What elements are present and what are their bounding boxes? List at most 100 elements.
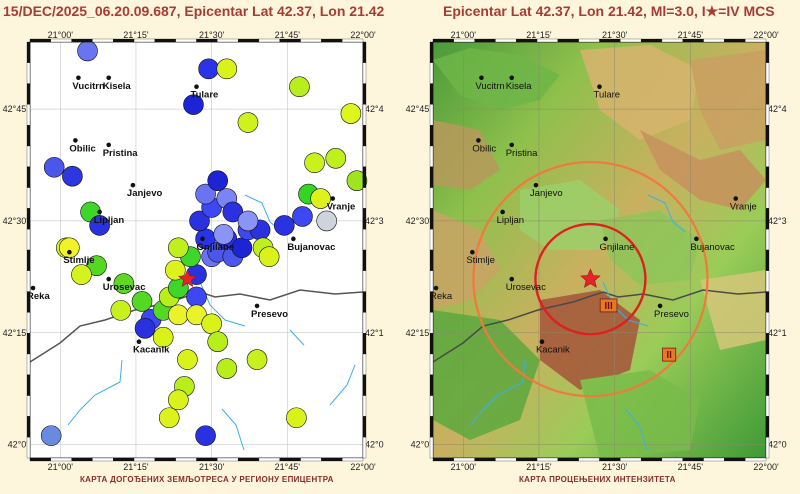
epicenter-star-icon [178,269,197,288]
earthquake-circle[interactable] [71,264,92,285]
frame-bar-top [29,38,51,43]
frame-bar-left [26,187,31,209]
lon-tick-bottom: 21°15' [123,462,149,472]
earthquake-circle[interactable] [62,165,83,187]
earthquake-circle[interactable] [152,326,174,348]
lat-tick-right: 42°0 [365,440,384,450]
left-map-title: 15/DEC/2025_06.20.09.687, Epicentar Lat … [3,3,385,19]
frame-bar-left [26,291,31,313]
earthquake-circle[interactable] [186,304,207,326]
frame-bar-top [217,38,239,43]
frame-bar-left [26,270,31,292]
city-marker [30,285,36,291]
earthquake-circle[interactable] [134,317,156,339]
earthquake-circle[interactable] [289,76,310,98]
lat-tick-left: 42°30' [3,216,29,226]
frame-bar-right [362,333,367,355]
city-marker [106,142,112,148]
earthquake-circle[interactable] [165,259,186,281]
frame-bar-right [362,187,367,209]
frame-bar-bottom [279,457,301,462]
frame-bar-right [362,249,367,271]
frame-bar-left [26,62,31,84]
earthquake-circle[interactable] [59,237,80,259]
earthquake-circle[interactable] [183,94,204,115]
earthquake-circle[interactable] [195,425,216,446]
frame-bar-right [362,229,367,251]
city-marker [130,182,136,188]
earthquake-circle[interactable] [168,304,189,326]
frame-bar-right [362,374,367,396]
earthquake-circle[interactable] [237,112,259,133]
earthquake-circle[interactable] [237,210,259,232]
lon-tick-bottom: 21°30' [199,462,225,472]
left-map-caption: КАРТА ДОГОЂЕНИХ ЗЕМЉОТРЕСА У РЕГИОНУ ЕПИ… [80,475,334,484]
earthquake-circle[interactable] [195,183,216,205]
frame-bar-top [154,38,176,43]
lon-tick-bottom: 21°00' [48,462,74,472]
earthquake-circle[interactable] [273,215,295,236]
frame-bar-bottom [196,457,218,462]
earthquake-circle[interactable] [177,349,198,370]
frame-bar-left [26,229,31,251]
earthquake-circle[interactable] [292,206,313,227]
earthquake-circle[interactable] [246,349,268,370]
earthquake-circle[interactable] [325,148,347,169]
earthquake-circle[interactable] [316,210,337,232]
frame-bar-right [362,312,367,334]
earthquake-circle[interactable] [213,224,235,245]
lat-tick-left: 42°15' [3,328,29,338]
earthquake-circle[interactable] [258,246,280,268]
earthquake-circle[interactable] [304,152,325,174]
earthquake-circle[interactable] [189,210,210,232]
earthquake-circle[interactable] [131,291,153,312]
earthquake-circle[interactable] [231,237,253,259]
earthquake-circle[interactable] [110,300,132,321]
earthquake-circle[interactable] [198,58,219,80]
city-label: Vucitrn [72,81,105,92]
earthquake-circle[interactable] [216,358,238,379]
earthquake-circle[interactable] [86,255,107,276]
frame-bar-top [342,38,364,43]
lat-tick-left: 42°45' [3,104,29,114]
earthquake-circle[interactable] [207,170,228,191]
frame-bar-left [26,374,31,396]
earthquake-circle[interactable] [286,407,307,429]
city-marker [200,236,205,242]
earthquake-circle[interactable] [40,425,62,446]
earthquake-circle[interactable] [168,389,189,411]
city-label: Urosevac [103,282,146,293]
city-marker [97,209,102,215]
earthquake-circle[interactable] [43,156,65,178]
city-label: Pristina [103,148,139,159]
earthquake-circle[interactable] [346,170,368,191]
city-label: Kisela [103,81,132,92]
earthquake-circle[interactable] [89,215,110,236]
frame-bar-top [92,38,114,43]
earthquake-circle[interactable] [222,201,244,223]
frame-bar-bottom [133,457,156,462]
earthquake-circle[interactable] [201,313,222,335]
city-marker [330,196,336,201]
frame-bar-right [362,353,367,375]
frame-bar-left [26,166,31,188]
earthquake-circle[interactable] [207,331,228,352]
earthquake-circle[interactable] [186,286,207,308]
frame-bar-bottom [321,457,343,462]
earthquake-circle[interactable] [216,58,238,80]
frame-bar-top [300,38,322,43]
lon-tick-top: 21°00' [48,30,74,40]
frame-bar-top [258,38,280,43]
city-marker [67,249,72,255]
earthquake-circle[interactable] [158,407,180,429]
frame-bar-left [26,312,31,334]
earthquake-circle[interactable] [340,103,362,124]
city-label: Lipljan [94,215,125,226]
earthquake-circle[interactable] [168,237,189,259]
frame-bar-right [362,145,367,167]
earthquake-circle[interactable] [77,40,98,62]
frame-bar-right [362,166,367,188]
frame-bar-right [362,104,367,126]
earthquake-circle[interactable] [113,273,135,294]
